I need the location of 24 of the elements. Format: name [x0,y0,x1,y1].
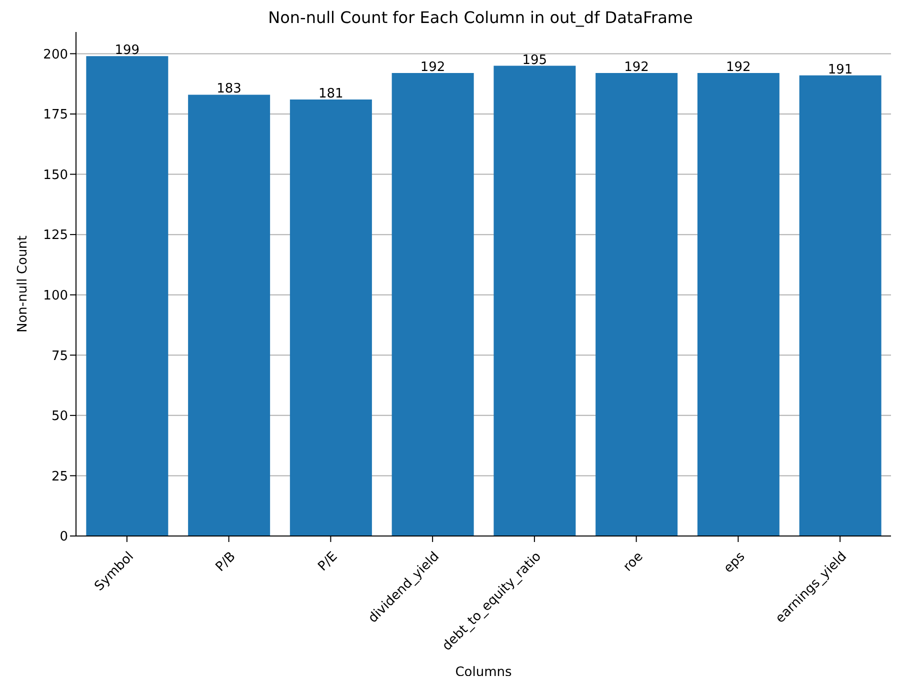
x-tick-label: roe [620,549,646,575]
y-tick-label: 50 [51,409,68,424]
data-label: 195 [522,52,548,68]
data-label: 181 [318,86,344,102]
y-tick-label: 175 [43,108,68,123]
data-label: 199 [114,43,140,58]
y-tick-label: 75 [51,348,68,364]
data-label: 183 [216,82,242,97]
x-tick-label: P/B [213,549,239,575]
y-tick-label: 150 [43,168,68,183]
x-tick-label: P/E [316,549,341,574]
y-tick-label: 125 [43,228,68,244]
x-axis-title: Columns [455,665,512,680]
x-tick-label: eps [721,549,748,576]
data-label: 191 [828,62,853,78]
chart-title: Non-null Count for Each Column in out_df DataFrame [267,8,694,29]
data-label: 192 [420,60,446,75]
y-tick-label: 0 [60,530,68,545]
data-label: 192 [726,60,751,75]
y-tick-label: 100 [43,288,68,304]
y-tick-label: 200 [43,47,68,62]
y-tick-label: 25 [51,469,68,484]
y-axis-title: Non-null Count [16,235,31,333]
data-label: 192 [624,60,649,75]
